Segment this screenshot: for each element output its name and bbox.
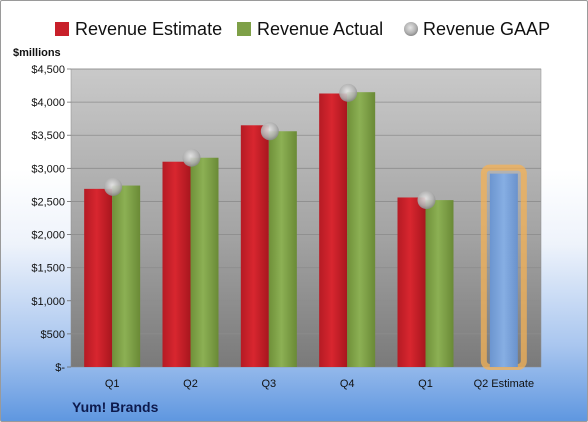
y-tick-label: $4,500 — [31, 64, 65, 76]
x-axis-labels: Q1 Q2 Q3 Q4 Q1 Q2 Estimate — [105, 378, 534, 390]
bar-revenue-estimate — [319, 93, 348, 367]
marker-revenue-gaap — [260, 122, 279, 141]
bar-revenue-actual — [268, 131, 297, 367]
company-name: Yum! Brands — [72, 399, 159, 415]
bar-revenue-actual — [112, 185, 141, 367]
legend-gaap-marker — [404, 22, 418, 36]
gridlines — [71, 68, 541, 335]
bar-revenue-estimate — [397, 197, 426, 367]
x-tick-label: Q2 — [183, 378, 198, 390]
legend-label-2: Revenue GAAP — [423, 19, 550, 39]
y-tick-label: $500 — [41, 329, 65, 341]
legend-swatch-0 — [55, 22, 69, 36]
plot-area — [70, 68, 542, 368]
bar-projected-estimate — [489, 173, 518, 367]
y-tick-label: $- — [55, 362, 65, 374]
y-tick-label: $2,500 — [31, 196, 65, 208]
y-tick-label: $1,000 — [31, 296, 65, 308]
bar-revenue-actual — [190, 157, 219, 367]
x-tick-label: Q2 Estimate — [474, 378, 535, 390]
y-tick-label: $1,500 — [31, 263, 65, 275]
y-tick-label: $3,500 — [31, 130, 65, 142]
y-tick-label: $2,000 — [31, 230, 65, 242]
bars — [84, 92, 527, 370]
bar-revenue-estimate — [240, 125, 269, 368]
legend-label-0: Revenue Estimate — [75, 19, 222, 39]
bar-revenue-actual — [425, 200, 454, 367]
legend-label-1: Revenue Actual — [257, 19, 383, 39]
legend-swatch-1 — [237, 22, 251, 36]
legend: Revenue Estimate Revenue Actual Revenue GA… — [55, 19, 550, 39]
bar-revenue-actual — [347, 92, 376, 367]
marker-revenue-gaap — [339, 83, 358, 102]
y-tick-label: $4,000 — [31, 97, 65, 109]
y-tick-label: $3,000 — [31, 163, 65, 175]
marker-revenue-gaap — [104, 177, 123, 196]
y-axis-ticks: $- $500 $1,000 $1,500 $2,000 $2,500 $3,000 $3,5… — [31, 64, 71, 374]
x-tick-label: Q4 — [340, 378, 355, 390]
gaap-markers — [104, 83, 436, 210]
x-tick-label: Q1 — [105, 378, 120, 390]
marker-revenue-gaap — [182, 148, 201, 167]
bar-revenue-estimate — [84, 188, 113, 367]
marker-revenue-gaap — [417, 191, 436, 210]
x-tick-label: Q1 — [418, 378, 433, 390]
x-tick-label: Q3 — [261, 378, 276, 390]
bar-revenue-estimate — [162, 161, 191, 367]
unit-label: $millions — [13, 47, 61, 59]
